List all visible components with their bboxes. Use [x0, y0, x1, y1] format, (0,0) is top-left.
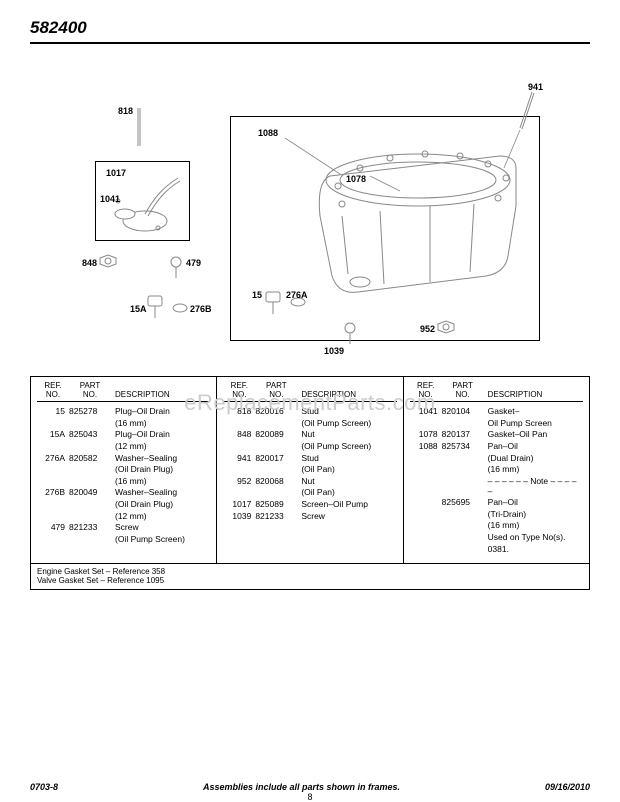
gasket-set-notes: Engine Gasket Set – Reference 358 Valve … — [31, 563, 589, 589]
part-row-sub: (Oil Drain Plug) — [37, 464, 210, 475]
part-row: 1039821233Screw — [223, 511, 396, 522]
part-row: 952820068Nut — [223, 476, 396, 487]
part-row: 276B820049Washer–Sealing — [37, 487, 210, 498]
part-row-sub: (Oil Pump Screen) — [223, 418, 396, 429]
column-header: REF.NO.PARTNO. DESCRIPTION — [37, 381, 210, 402]
callout-479: 479 — [186, 258, 201, 268]
callout-276A: 276A — [286, 290, 308, 300]
part-row-sub: Oil Pump Screen — [410, 418, 583, 429]
part-row: 1041820104Gasket– — [410, 406, 583, 417]
part-row: 479821233Screw — [37, 522, 210, 533]
part-row-sub: (Oil Pan) — [223, 487, 396, 498]
parts-table: REF.NO.PARTNO. DESCRIPTION 15825278Plug–O… — [30, 376, 590, 590]
part-row-sub: (Oil Pump Screen) — [223, 441, 396, 452]
part-row-sub: (Oil Pan) — [223, 464, 396, 475]
part-row-sub: (16 mm) — [37, 418, 210, 429]
callout-1039: 1039 — [324, 346, 344, 356]
callout-276B: 276B — [190, 304, 212, 314]
callout-1017: 1017 — [106, 168, 126, 178]
part-row: 1088825734Pan–Oil — [410, 441, 583, 452]
part-row: 848820089Nut — [223, 429, 396, 440]
model-number: 582400 — [30, 18, 87, 37]
part-row-sub: (Oil Drain Plug) — [37, 499, 210, 510]
part-row-sub: (12 mm) — [37, 511, 210, 522]
part-row: 15825278Plug–Oil Drain — [37, 406, 210, 417]
column-header: REF.NO.PARTNO. DESCRIPTION — [223, 381, 396, 402]
part-row: 941820017Stud — [223, 453, 396, 464]
callout-1078: 1078 — [346, 174, 366, 184]
page-footer: 0703-8 Assemblies include all parts show… — [30, 782, 590, 792]
part-row-sub: (Dual Drain) — [410, 453, 583, 464]
footer-left: 0703-8 — [30, 782, 58, 792]
part-row-sub: 0381. — [410, 544, 583, 555]
engine-gasket-note: Engine Gasket Set – Reference 358 — [37, 567, 583, 576]
part-row-sub: (Oil Pump Screen) — [37, 534, 210, 545]
callout-848: 848 — [82, 258, 97, 268]
part-row: 15A825043Plug–Oil Drain — [37, 429, 210, 440]
column-header: REF.NO.PARTNO. DESCRIPTION — [410, 381, 583, 402]
part-row: 276A820582Washer–Sealing — [37, 453, 210, 464]
part-row-sub: (Tri-Drain) — [410, 509, 583, 520]
callout-15A: 15A — [130, 304, 147, 314]
callout-15: 15 — [252, 290, 262, 300]
part-row-sub: Used on Type No(s). — [410, 532, 583, 543]
callout-941: 941 — [528, 82, 543, 92]
part-row: 1017825089Screen–Oil Pump — [223, 499, 396, 510]
footer-right: 09/16/2010 — [545, 782, 590, 792]
part-row-sub: (16 mm) — [410, 520, 583, 531]
parts-column-3: REF.NO.PARTNO. DESCRIPTION 1041820104Gask… — [404, 377, 589, 563]
part-row-sub: (12 mm) — [37, 441, 210, 452]
part-row: 1078820137Gasket–Oil Pan — [410, 429, 583, 440]
valve-gasket-note: Valve Gasket Set – Reference 1095 — [37, 576, 583, 585]
parts-column-1: REF.NO.PARTNO. DESCRIPTION 15825278Plug–O… — [31, 377, 217, 563]
part-row-sub: (16 mm) — [410, 464, 583, 475]
part-row: 825695Pan–Oil — [410, 497, 583, 508]
callout-1088: 1088 — [258, 128, 278, 138]
note-row: – – – – – – Note – – – – – — [410, 476, 583, 497]
part-row-sub: (16 mm) — [37, 476, 210, 487]
footer-center: Assemblies include all parts shown in fr… — [203, 782, 400, 792]
page-number: 8 — [307, 792, 312, 802]
callout-818: 818 — [118, 106, 133, 116]
diagram-area: 941 818 1088 1078 1017 1041 848 479 15 2… — [30, 56, 590, 376]
callout-1041: 1041 — [100, 194, 120, 204]
parts-column-2: REF.NO.PARTNO. DESCRIPTION818820016Stud(… — [217, 377, 403, 563]
title-bar: 582400 — [30, 18, 590, 44]
callout-952: 952 — [420, 324, 435, 334]
parts-drawing — [30, 56, 590, 376]
part-row: 818820016Stud — [223, 406, 396, 417]
